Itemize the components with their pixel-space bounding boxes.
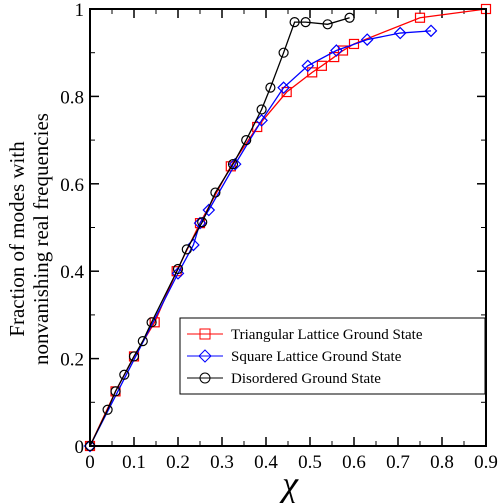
data-point-square	[202, 203, 216, 217]
y-axis-label-line-1: Fraction of modes with	[5, 141, 29, 337]
data-point-disordered	[146, 317, 157, 328]
data-point-square	[255, 114, 268, 127]
x-tick-label: 0.3	[210, 452, 234, 473]
x-tick-label: 0.7	[386, 452, 410, 473]
data-point-disordered	[278, 47, 289, 58]
data-point-square	[228, 157, 242, 171]
data-point-triangular	[348, 38, 360, 50]
data-point-disordered	[181, 244, 192, 255]
x-tick-label: 0	[85, 452, 95, 473]
y-axis-label: Fraction of modes with nonvanishing real…	[5, 113, 53, 365]
data-point-triangular	[414, 12, 426, 23]
data-point-disordered	[119, 369, 130, 380]
data-point-disordered	[241, 135, 252, 146]
data-point-triangular	[316, 60, 327, 71]
data-point-disordered	[102, 404, 113, 415]
data-point-disordered	[289, 17, 300, 28]
data-point-square	[330, 44, 343, 57]
data-point-square	[301, 59, 315, 73]
data-point-disordered	[210, 187, 221, 198]
data-point-square	[277, 81, 290, 95]
data-point-disordered	[128, 351, 140, 362]
data-point-disordered	[344, 12, 355, 23]
data-point-disordered	[322, 19, 333, 30]
data-point-disordered	[110, 386, 121, 397]
x-axis-label: χ	[279, 464, 299, 503]
tick-labels: 0 0.1 0.2 0.3 0.4 0.5 0.6 0.7 0.8 0.9 0 0.2 0.4 0.6 0.…	[60, 0, 498, 473]
y-tick-label: 0.4	[60, 262, 84, 283]
legend-entry-triangular: Triangular Lattice Ground State	[187, 327, 423, 343]
plot-frame	[89, 8, 487, 447]
legend-circle-marker-icon	[199, 372, 211, 384]
series-layer	[83, 3, 492, 453]
series-line-square	[89, 30, 432, 447]
data-point-disordered	[256, 104, 267, 115]
data-point-triangular	[329, 51, 340, 63]
x-tick-label: 0.9	[474, 452, 498, 473]
legend-label-triangular: Triangular Lattice Ground State	[231, 327, 423, 343]
data-point-triangular	[337, 45, 349, 56]
data-point-square	[393, 26, 407, 40]
data-point-square	[424, 24, 438, 38]
y-tick-label: 1	[75, 0, 85, 21]
data-point-disordered	[172, 263, 184, 275]
data-point-disordered	[197, 217, 208, 228]
y-tick-label: 0	[75, 437, 85, 458]
legend: Triangular Lattice Ground State Square L…	[179, 317, 486, 395]
data-point-disordered	[227, 159, 239, 170]
data-point-disordered	[300, 17, 311, 28]
legend-label-disordered: Disordered Ground State	[231, 371, 381, 387]
data-point-square	[360, 33, 374, 46]
x-tick-label: 0.2	[166, 452, 190, 473]
series-disordered	[84, 12, 355, 452]
data-point-disordered	[265, 82, 276, 93]
x-tick-label: 0.4	[254, 452, 278, 473]
y-tick-label: 0.6	[60, 175, 84, 196]
legend-box	[179, 317, 486, 395]
data-point-disordered	[137, 336, 148, 347]
series-line-disordered	[89, 17, 350, 447]
y-tick-label: 0.8	[60, 87, 84, 108]
y-axis-label-line-2: nonvanishing real frequencies	[29, 113, 53, 365]
data-point-triangular	[307, 67, 318, 78]
legend-entry-disordered: Disordered Ground State	[187, 371, 381, 387]
legend-label-square: Square Lattice Ground State	[231, 349, 402, 365]
legend-diamond-marker-icon	[198, 349, 212, 363]
y-tick-label: 0.2	[60, 350, 84, 371]
x-tick-label: 0.8	[430, 452, 454, 473]
legend-entry-square: Square Lattice Ground State	[187, 349, 402, 365]
legend-square-marker-icon	[199, 328, 211, 340]
x-tick-label: 0.1	[122, 452, 146, 473]
x-tick-label: 0.6	[342, 452, 366, 473]
x-tick-label: 0.5	[298, 452, 322, 473]
data-point-square	[193, 216, 207, 230]
